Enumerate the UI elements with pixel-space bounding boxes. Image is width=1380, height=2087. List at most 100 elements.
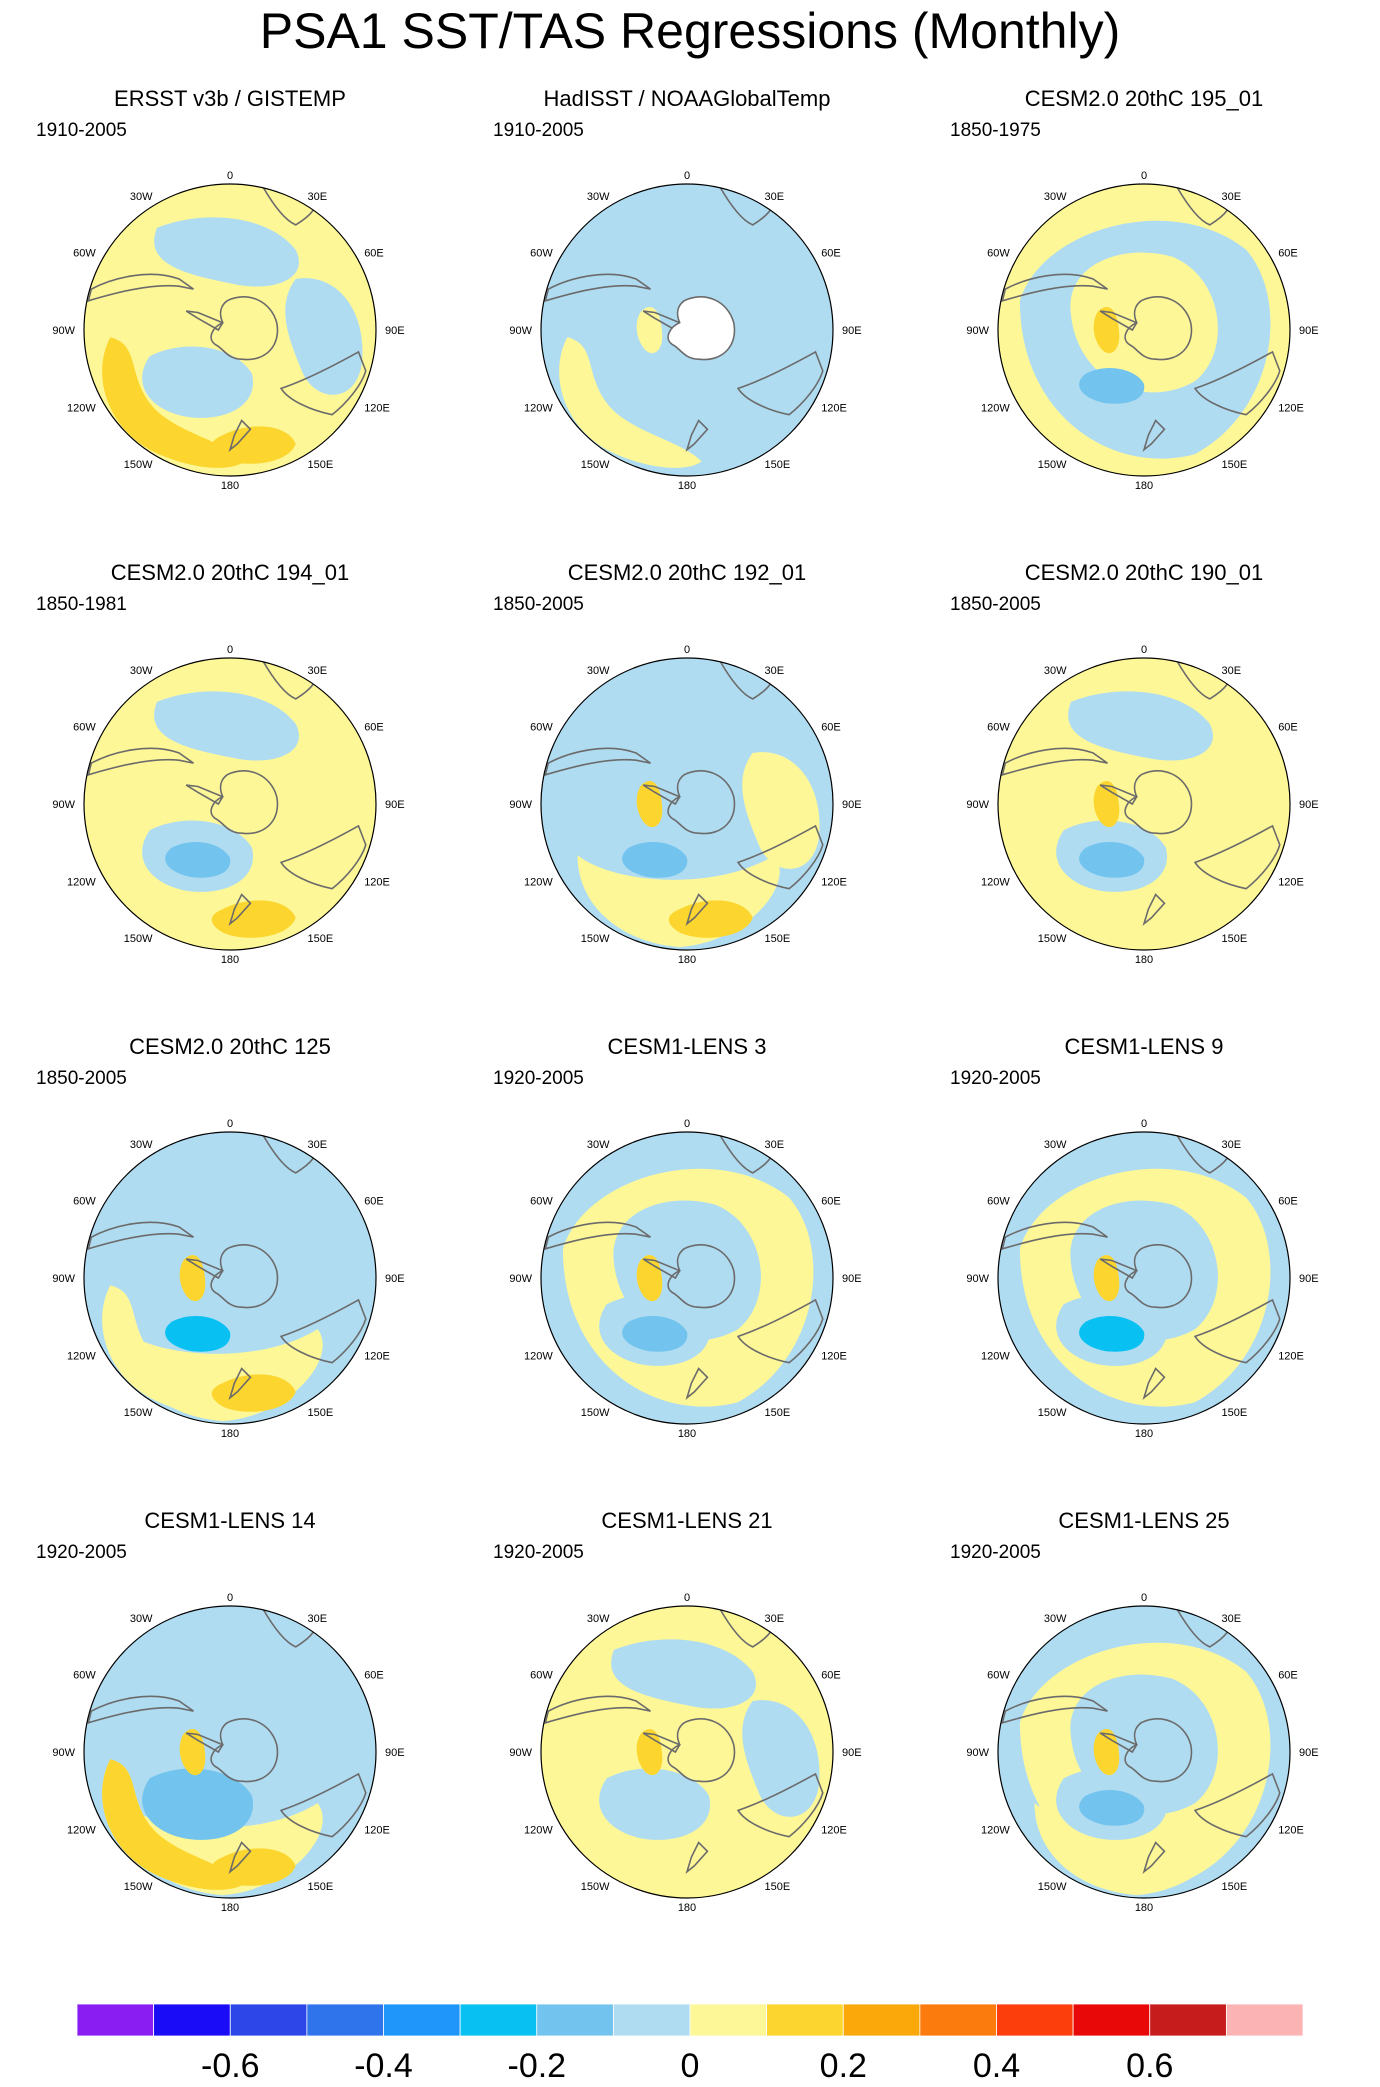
longitude-label: 30E — [1222, 1139, 1242, 1151]
longitude-label: 60E — [1278, 722, 1298, 734]
coastline-samerica — [544, 273, 651, 302]
regression-region — [1068, 691, 1213, 761]
longitude-label: 30W — [130, 191, 153, 203]
map-boundary — [83, 657, 377, 951]
longitude-label: 120W — [524, 1351, 553, 1363]
colorbar-swatch — [76, 2003, 155, 2037]
longitude-label: 90W — [52, 799, 75, 811]
longitude-label: 150W — [124, 1881, 153, 1893]
longitude-label: 0 — [227, 170, 233, 182]
longitude-label: 180 — [678, 1428, 696, 1440]
longitude-label: 60W — [987, 1196, 1010, 1208]
coastline-nz — [685, 1367, 709, 1400]
coastline-samerica — [87, 1695, 194, 1724]
coastline-antarctica — [667, 296, 736, 361]
longitude-label: 0 — [227, 644, 233, 656]
longitude-label: 150W — [1038, 1407, 1067, 1419]
map-panel: 0 30E 60E 90E 120E 150E 180 150W 120W 90W 60W 30W CE… — [0, 548, 460, 1018]
map-field — [541, 184, 833, 476]
coastline-australia — [1193, 824, 1281, 890]
longitude-label: 90E — [385, 1747, 405, 1759]
colorbar-swatch — [919, 2003, 997, 2037]
colorbar-swatch — [1072, 2003, 1151, 2037]
polar-map: 0 30E 60E 90E 120E 150E 180 150W 120W 90W 60W 30W — [52, 1592, 405, 1914]
longitude-label: 30W — [587, 1139, 610, 1151]
longitude-label: 30E — [308, 1613, 328, 1625]
map-field — [998, 184, 1290, 476]
map-boundary — [540, 1605, 834, 1899]
longitude-label: 0 — [684, 644, 690, 656]
colorbar-swatch — [229, 2003, 308, 2037]
longitude-label: 150W — [1038, 933, 1067, 945]
panel-period: 1920-2005 — [493, 1068, 584, 1089]
map-panel: 0 30E 60E 90E 120E 150E 180 150W 120W 90W 60W 30W Ha… — [457, 74, 917, 544]
longitude-label: 120E — [1278, 1351, 1304, 1363]
coastline-peninsula — [1099, 784, 1138, 806]
longitude-label: 60W — [530, 1196, 553, 1208]
longitude-label: 120W — [524, 877, 553, 889]
colorbar-swatch — [1149, 2003, 1227, 2037]
map-boundary — [83, 1605, 377, 1899]
longitude-label: 90W — [509, 325, 532, 337]
panel-period: 1850-2005 — [36, 1068, 127, 1089]
coastline-nz — [1142, 1367, 1166, 1400]
longitude-label: 60W — [987, 722, 1010, 734]
longitude-label: 90W — [52, 1747, 75, 1759]
coastline-samerica — [1001, 1221, 1108, 1250]
panel-period: 1910-2005 — [493, 120, 584, 141]
coastline-peninsula — [185, 784, 224, 806]
longitude-label: 90W — [52, 1273, 75, 1285]
coastline-nz — [685, 419, 709, 452]
longitude-label: 120E — [364, 877, 390, 889]
longitude-label: 120W — [67, 877, 96, 889]
panel-period: 1850-1981 — [36, 594, 127, 615]
longitude-label: 180 — [1135, 1428, 1153, 1440]
coastline-nz — [228, 893, 252, 926]
longitude-label: 150W — [124, 933, 153, 945]
colorbar-swatch — [536, 2003, 614, 2037]
regression-region — [742, 1700, 820, 1817]
longitude-label: 120W — [981, 877, 1010, 889]
longitude-label: 60W — [530, 248, 553, 260]
longitude-label: 90E — [1299, 325, 1319, 337]
longitude-label: 60E — [364, 1670, 384, 1682]
longitude-label: 90E — [385, 799, 405, 811]
coastline-antarctica — [667, 770, 736, 835]
longitude-label: 120E — [821, 1351, 847, 1363]
longitude-label: 60W — [530, 1670, 553, 1682]
coastline-peninsula — [642, 784, 681, 806]
longitude-label: 120W — [524, 403, 553, 415]
coastline-nz — [1142, 893, 1166, 926]
longitude-label: 120W — [524, 1825, 553, 1837]
coastline-samerica — [544, 747, 651, 776]
map-boundary — [997, 183, 1291, 477]
coastline-peninsula — [642, 1732, 681, 1754]
longitude-label: 30W — [587, 191, 610, 203]
longitude-label: 0 — [227, 1118, 233, 1130]
longitude-label: 30W — [587, 1613, 610, 1625]
coastline-antarctica — [1124, 296, 1193, 361]
longitude-label: 120E — [364, 1825, 390, 1837]
regression-region — [668, 900, 753, 938]
map-field — [998, 1132, 1290, 1424]
longitude-label: 150W — [124, 459, 153, 471]
coastline-australia — [279, 350, 367, 416]
regression-region — [211, 1374, 296, 1412]
panel-title: CESM2.0 20thC 195_01 — [1024, 86, 1264, 111]
longitude-label: 180 — [221, 954, 239, 966]
coastline-antarctica — [667, 1718, 736, 1783]
longitude-label: 150E — [308, 459, 334, 471]
longitude-label: 150W — [1038, 459, 1067, 471]
longitude-label: 30W — [1044, 665, 1067, 677]
longitude-label: 30E — [765, 1139, 785, 1151]
panel-title: CESM1-LENS 9 — [1064, 1034, 1224, 1059]
polar-map: 0 30E 60E 90E 120E 150E 180 150W 120W 90W 60W 30W — [509, 170, 861, 492]
longitude-label: 180 — [221, 1902, 239, 1914]
longitude-label: 30W — [130, 1613, 153, 1625]
longitude-label: 90W — [509, 1273, 532, 1285]
longitude-label: 150W — [581, 1881, 610, 1893]
regression-region — [622, 1316, 688, 1352]
map-panel: 0 30E 60E 90E 120E 150E 180 150W 120W 90W 60W 30W CE… — [914, 74, 1374, 544]
regression-region — [1079, 1316, 1145, 1352]
longitude-label: 120W — [67, 1351, 96, 1363]
